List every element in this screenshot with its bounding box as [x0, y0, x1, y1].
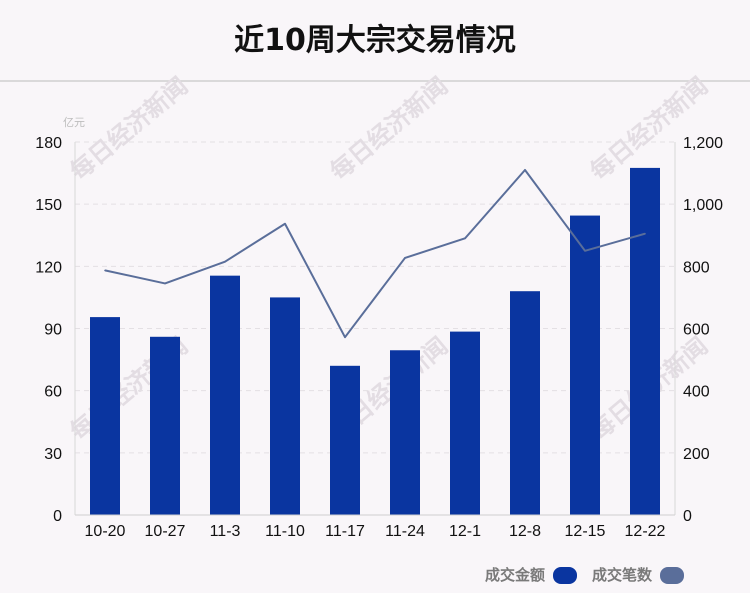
line-series: [104, 168, 646, 339]
y-right-tick-label-5: 1,000: [683, 197, 723, 214]
trade-count-point-11-24: [404, 257, 406, 259]
left-axis-unit: 亿元: [63, 116, 85, 129]
bar-10-27: [150, 336, 180, 515]
trade-count-point-12-15: [584, 249, 586, 252]
bar-11-3: [210, 275, 240, 515]
bar-11-10: [270, 297, 300, 515]
y-left-tick-label-1: 30: [44, 446, 62, 463]
legend: 成交金额 成交笔数: [485, 566, 684, 584]
x-tick-label-1: 10-27: [145, 523, 186, 540]
x-tick-label-0: 10-20: [85, 523, 126, 540]
y-right-tick-label-0: 0: [683, 508, 692, 525]
chart-title: 近10周大宗交易情况: [234, 23, 516, 58]
x-tick-label-5: 11-24: [385, 523, 425, 540]
y-left-tick-label-6: 180: [35, 135, 62, 152]
y-right-tick-label-2: 400: [683, 384, 710, 401]
legend-label-amount: 成交金额: [485, 566, 545, 584]
y-left-tick-label-0: 0: [53, 508, 62, 525]
bars: [90, 167, 660, 515]
x-tick-label-3: 11-10: [265, 523, 305, 540]
y-left-tick-label-5: 150: [35, 197, 62, 214]
trade-count-point-12-22: [644, 232, 646, 235]
trade-count-point-12-8: [524, 169, 526, 171]
x-tick-label-8: 12-15: [565, 523, 606, 540]
y-right-tick-label-1: 200: [683, 446, 710, 463]
y-right-tick-label-3: 600: [683, 322, 710, 339]
x-tick-label-6: 12-1: [449, 523, 481, 540]
legend-swatch-count: [660, 567, 684, 584]
bar-12-8: [510, 291, 540, 515]
trade-count-point-11-3: [224, 260, 226, 263]
bar-11-17: [330, 365, 360, 515]
y-right-tick-label-4: 800: [683, 259, 710, 276]
trade-count-point-12-1: [464, 237, 466, 240]
x-tick-label-4: 11-17: [325, 523, 365, 540]
trade-count-line: [104, 168, 646, 339]
axes: 0 30 60 90 120 150 180 0 200 400 600 800 1,000 1,200 1…: [35, 135, 723, 540]
bar-12-15: [570, 215, 600, 515]
trade-count-point-10-27: [164, 282, 166, 285]
bar-12-22: [630, 167, 660, 515]
trade-count-point-11-10: [284, 222, 286, 225]
bar-12-1: [450, 331, 480, 515]
x-tick-label-9: 12-22: [625, 523, 666, 540]
y-right-tick-label-6: 1,200: [683, 135, 723, 152]
y-left-tick-label-4: 120: [35, 259, 62, 276]
legend-swatch-amount: [553, 567, 577, 584]
trade-count-point-10-20: [104, 269, 106, 272]
trade-count-point-11-17: [344, 336, 346, 339]
x-tick-label-7: 12-8: [509, 523, 541, 540]
x-tick-label-2: 11-3: [210, 523, 241, 540]
bar-10-20: [90, 317, 120, 515]
y-left-tick-label-2: 60: [44, 384, 62, 401]
bar-11-24: [390, 350, 420, 515]
legend-label-count: 成交笔数: [592, 566, 653, 584]
y-left-tick-label-3: 90: [44, 322, 62, 339]
